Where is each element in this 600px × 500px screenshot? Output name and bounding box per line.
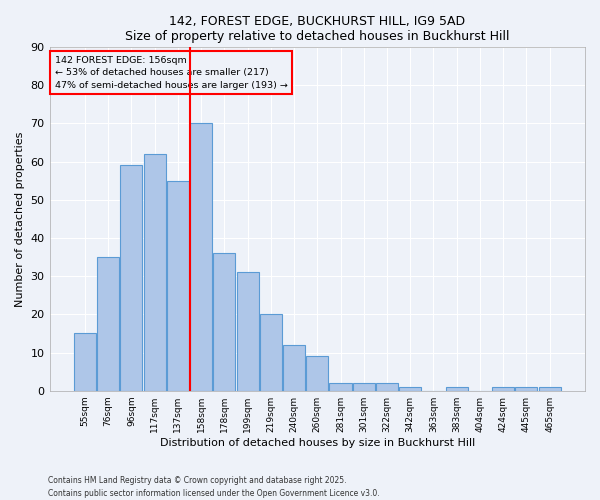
Bar	[283, 345, 305, 391]
Y-axis label: Number of detached properties: Number of detached properties	[15, 131, 25, 306]
Text: Contains HM Land Registry data © Crown copyright and database right 2025.
Contai: Contains HM Land Registry data © Crown c…	[48, 476, 380, 498]
Bar	[167, 180, 189, 390]
X-axis label: Distribution of detached houses by size in Buckhurst Hill: Distribution of detached houses by size …	[160, 438, 475, 448]
Bar	[376, 383, 398, 390]
Bar	[515, 387, 538, 390]
Bar	[190, 124, 212, 390]
Text: 142 FOREST EDGE: 156sqm
← 53% of detached houses are smaller (217)
47% of semi-d: 142 FOREST EDGE: 156sqm ← 53% of detache…	[55, 56, 288, 90]
Bar	[143, 154, 166, 390]
Bar	[492, 387, 514, 390]
Bar	[353, 383, 375, 390]
Bar	[97, 257, 119, 390]
Title: 142, FOREST EDGE, BUCKHURST HILL, IG9 5AD
Size of property relative to detached : 142, FOREST EDGE, BUCKHURST HILL, IG9 5A…	[125, 15, 509, 43]
Bar	[74, 334, 96, 390]
Bar	[236, 272, 259, 390]
Bar	[213, 253, 235, 390]
Bar	[399, 387, 421, 390]
Bar	[446, 387, 468, 390]
Bar	[539, 387, 560, 390]
Bar	[329, 383, 352, 390]
Bar	[260, 314, 282, 390]
Bar	[121, 166, 142, 390]
Bar	[306, 356, 328, 390]
